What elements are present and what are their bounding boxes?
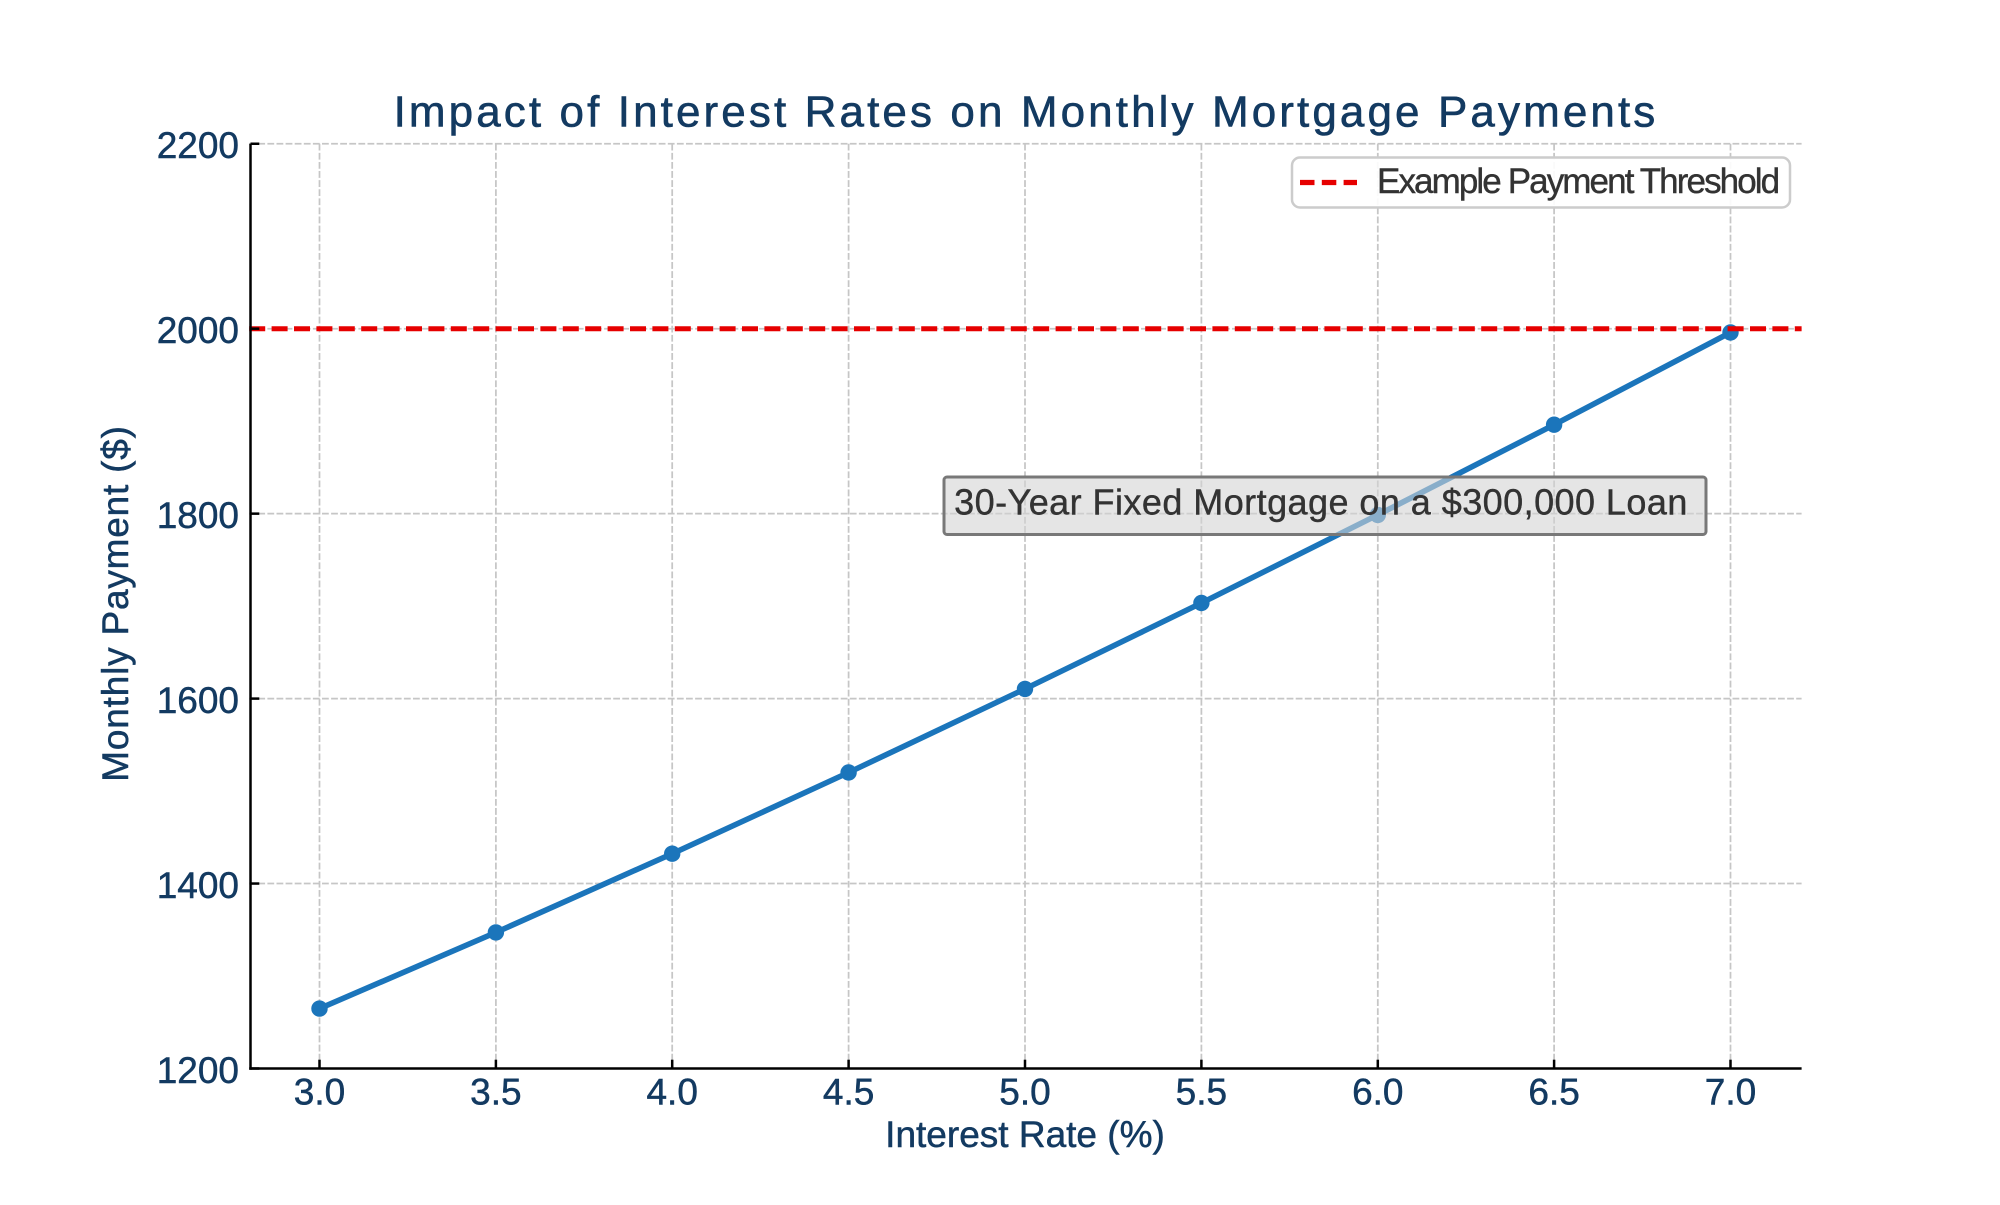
svg-text:2200: 2200 xyxy=(157,125,239,166)
svg-text:30-Year Fixed Mortgage on a $3: 30-Year Fixed Mortgage on a $300,000 Loa… xyxy=(954,482,1688,523)
svg-text:5.0: 5.0 xyxy=(999,1072,1050,1113)
svg-text:4.5: 4.5 xyxy=(823,1072,874,1113)
svg-text:1400: 1400 xyxy=(157,865,239,906)
svg-text:3.0: 3.0 xyxy=(294,1072,345,1113)
svg-text:5.5: 5.5 xyxy=(1176,1072,1227,1113)
svg-text:6.5: 6.5 xyxy=(1528,1072,1579,1113)
svg-text:7.0: 7.0 xyxy=(1705,1072,1756,1113)
svg-text:1800: 1800 xyxy=(157,495,239,536)
svg-text:4.0: 4.0 xyxy=(646,1072,697,1113)
svg-text:Monthly Payment ($): Monthly Payment ($) xyxy=(95,425,136,782)
svg-text:Impact of Interest Rates on Mo: Impact of Interest Rates on Monthly Mort… xyxy=(394,88,1659,137)
svg-text:Interest Rate (%): Interest Rate (%) xyxy=(885,1114,1165,1155)
svg-text:6.0: 6.0 xyxy=(1352,1072,1403,1113)
svg-text:2000: 2000 xyxy=(157,310,239,351)
svg-text:Example Payment Threshold: Example Payment Threshold xyxy=(1377,162,1779,201)
svg-text:3.5: 3.5 xyxy=(470,1072,521,1113)
svg-text:1600: 1600 xyxy=(157,680,239,721)
svg-text:1200: 1200 xyxy=(157,1050,239,1091)
